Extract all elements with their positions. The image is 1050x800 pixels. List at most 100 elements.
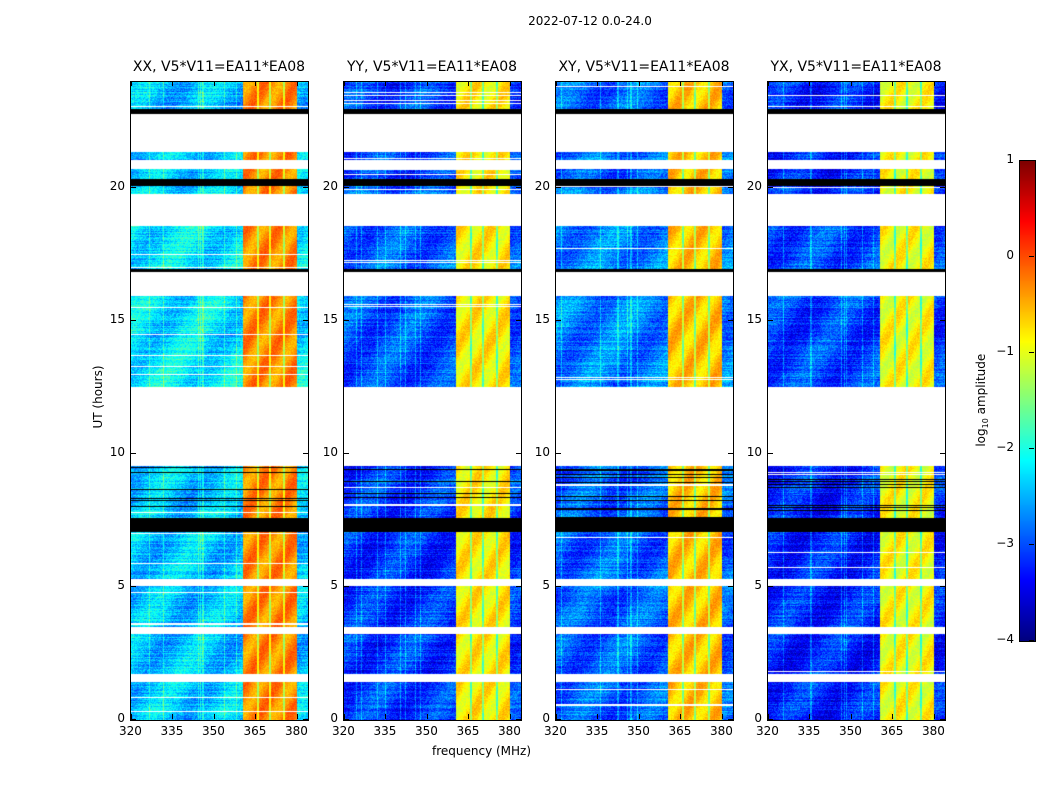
x-tick-label: 335 [585, 724, 609, 738]
colorbar [1019, 160, 1036, 642]
x-tick-label: 365 [456, 724, 480, 738]
y-tick [516, 187, 521, 189]
x-tick [680, 714, 682, 719]
y-tick [344, 453, 349, 455]
colorbar-tick [1029, 544, 1034, 545]
panel-title: XY, V5*V11=EA11*EA08 [558, 59, 730, 75]
y-tick [131, 719, 136, 720]
x-axis-label: frequency (MHz) [432, 744, 532, 758]
heatmap-image [768, 82, 945, 720]
y-tick-label: 15 [534, 312, 550, 327]
x-tick [556, 81, 557, 86]
y-tick-label: 10 [322, 445, 338, 460]
x-tick [680, 81, 682, 86]
y-tick [303, 187, 308, 189]
y-tick-label: 20 [534, 179, 550, 194]
x-tick [509, 81, 511, 86]
x-tick [172, 81, 174, 86]
y-tick [940, 719, 945, 720]
y-tick [516, 719, 521, 720]
y-tick-label: 0 [330, 711, 338, 725]
x-tick [933, 714, 935, 719]
x-tick-label: 335 [160, 724, 184, 738]
y-tick [131, 453, 136, 455]
y-tick [344, 187, 349, 189]
x-tick [768, 81, 769, 86]
y-tick [728, 320, 733, 322]
x-tick-label: 350 [838, 724, 862, 738]
colorbar-label-sub: 10 [981, 418, 991, 429]
x-tick [344, 714, 345, 719]
y-tick [768, 586, 773, 588]
y-tick [303, 320, 308, 322]
x-tick-label: 320 [119, 724, 142, 738]
x-tick [213, 714, 215, 719]
x-tick-label: 380 [709, 724, 733, 738]
y-tick [768, 719, 773, 720]
y-tick [728, 719, 733, 720]
heatmap-panel-1 [343, 81, 522, 721]
y-tick [940, 453, 945, 455]
y-tick [556, 320, 561, 322]
x-tick [509, 714, 511, 719]
y-tick [516, 320, 521, 322]
x-tick-label: 380 [497, 724, 521, 738]
colorbar-label-suffix: amplitude [973, 353, 988, 419]
x-tick [468, 714, 470, 719]
y-tick [131, 586, 136, 588]
heatmap-panel-0 [130, 81, 309, 721]
y-tick [344, 719, 349, 720]
y-tick [768, 187, 773, 189]
x-tick-label: 365 [668, 724, 692, 738]
x-tick [255, 714, 257, 719]
y-tick [516, 453, 521, 455]
colorbar-tick [1029, 256, 1034, 257]
x-tick [385, 81, 387, 86]
y-tick [556, 187, 561, 189]
colorbar-tick-label: −2 [996, 440, 1014, 454]
y-tick [303, 719, 308, 720]
x-tick [426, 81, 428, 86]
y-tick [303, 453, 308, 455]
y-tick [516, 586, 521, 588]
x-tick [597, 714, 599, 719]
x-tick-label: 365 [880, 724, 904, 738]
x-tick [892, 81, 894, 86]
colorbar-tick [1029, 160, 1034, 161]
x-tick [850, 81, 852, 86]
colorbar-tick-label: 1 [1006, 152, 1014, 166]
x-tick [172, 714, 174, 719]
x-tick [597, 81, 599, 86]
x-tick-label: 350 [626, 724, 650, 738]
x-tick [809, 81, 811, 86]
y-tick-label: 5 [754, 578, 762, 593]
x-tick [850, 714, 852, 719]
x-tick [556, 714, 557, 719]
x-tick-label: 380 [284, 724, 308, 738]
x-tick-label: 335 [373, 724, 397, 738]
colorbar-tick-label: −4 [996, 632, 1014, 646]
x-tick [296, 81, 298, 86]
x-tick-label: 320 [332, 724, 355, 738]
y-tick-label: 15 [109, 312, 125, 327]
heatmap-image [131, 82, 308, 720]
heatmap-image [556, 82, 733, 720]
y-tick [728, 453, 733, 455]
panel-title: YX, V5*V11=EA11*EA08 [770, 59, 942, 75]
colorbar-label-log: log [973, 428, 988, 447]
y-tick-label: 5 [330, 578, 338, 593]
x-tick [809, 714, 811, 719]
x-tick [721, 714, 723, 719]
x-tick-label: 380 [921, 724, 945, 738]
figure-title: 2022-07-12 0.0-24.0 [528, 14, 652, 28]
colorbar-tick-label: −1 [996, 344, 1014, 358]
colorbar-tick [1029, 640, 1034, 641]
y-tick-label: 15 [746, 312, 762, 327]
colorbar-label: log10 amplitude [974, 330, 990, 470]
y-tick [303, 586, 308, 588]
y-tick [940, 320, 945, 322]
y-tick [344, 320, 349, 322]
y-tick-label: 0 [117, 711, 125, 725]
y-tick-label: 10 [109, 445, 125, 460]
